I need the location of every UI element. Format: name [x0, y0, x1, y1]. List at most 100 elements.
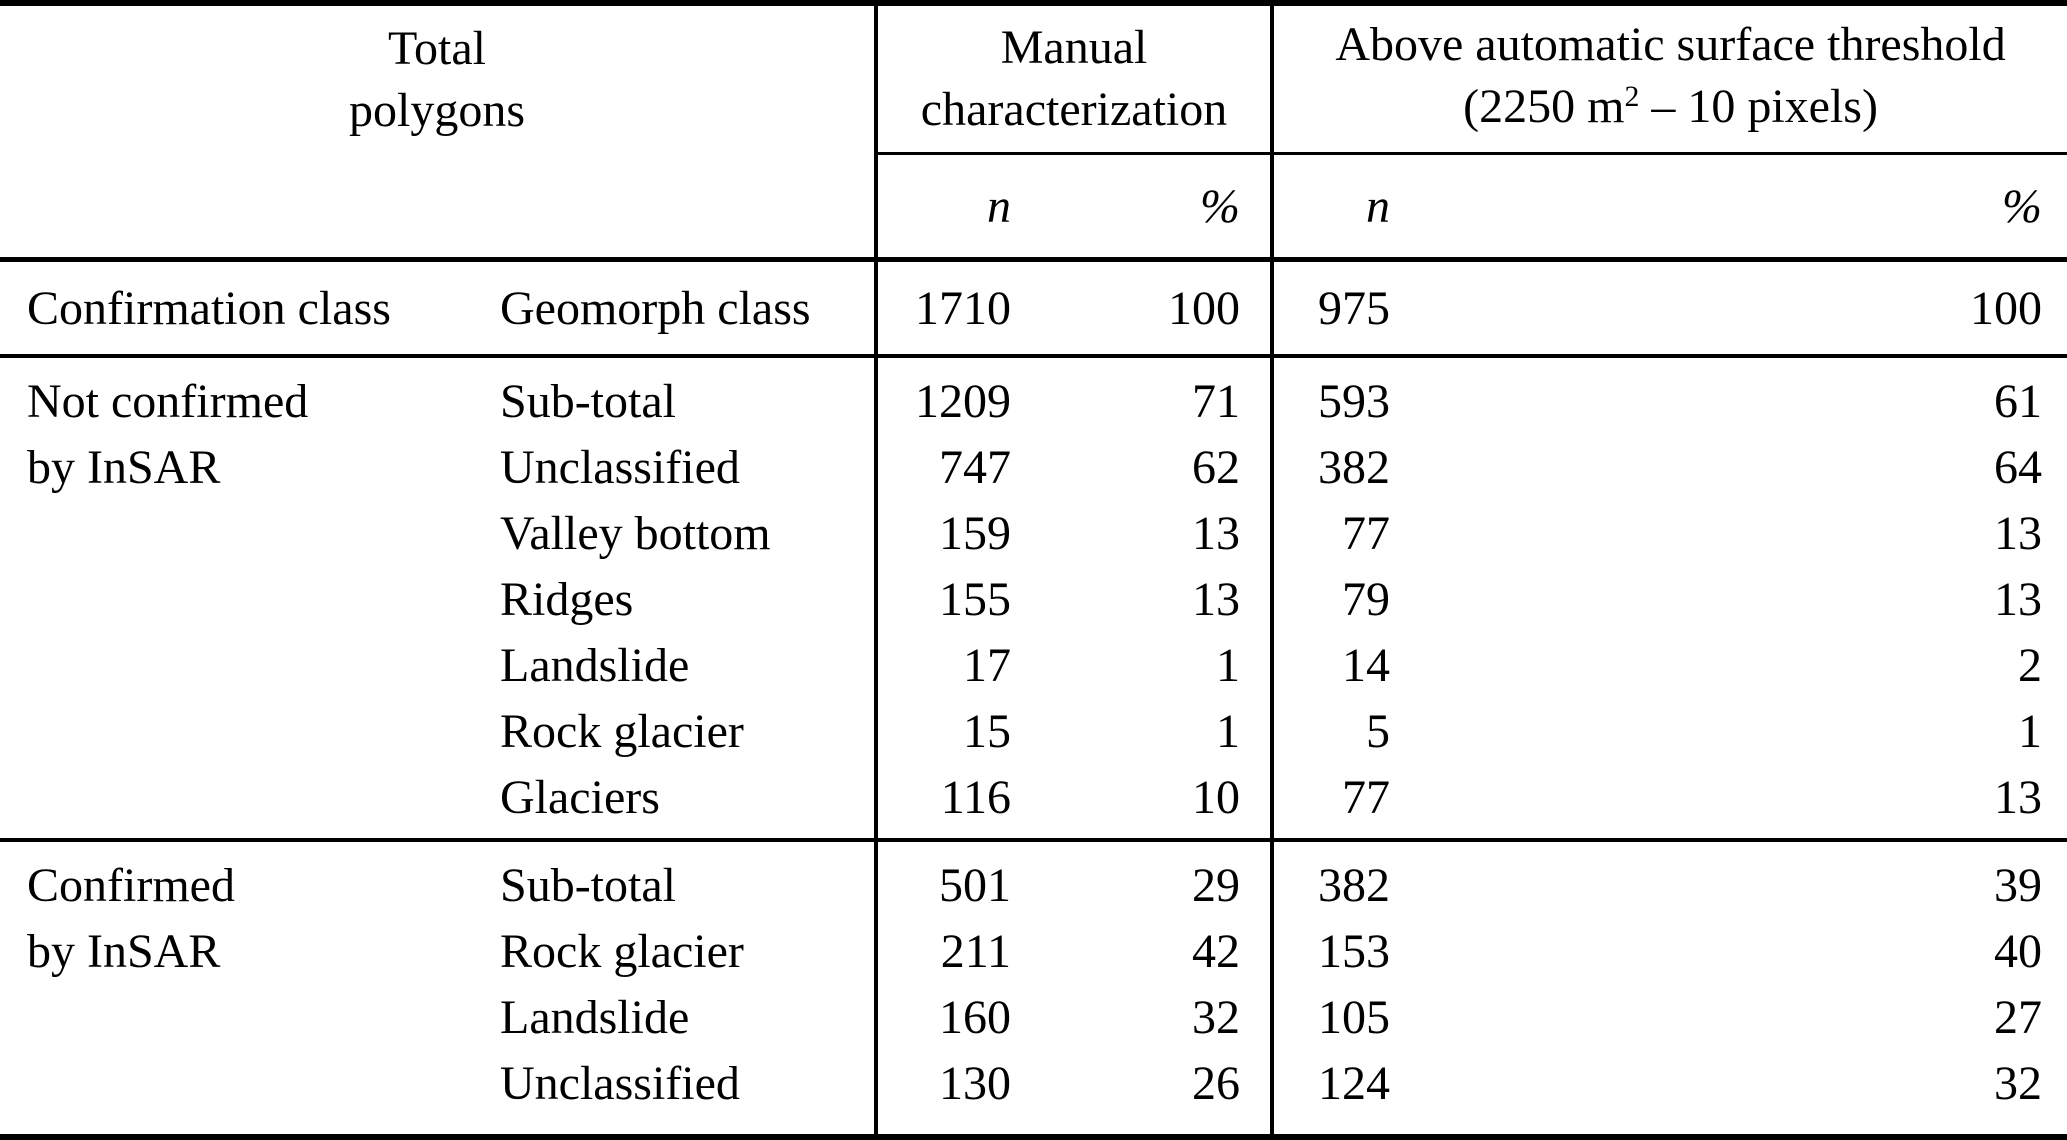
pct-auto-cell: 13 [1994, 506, 2043, 560]
spacer-cell [470, 153, 877, 262]
group-header-total-polygons: Total polygons [0, 3, 876, 154]
subheader-n-auto: n [1270, 153, 1421, 262]
subheader-pct-manual: % [1060, 153, 1273, 262]
group-header-line1: Total [388, 21, 486, 75]
geomorph-class-label: Geomorph class [470, 259, 877, 358]
n-auto-cell: 382 [1270, 434, 1421, 500]
table-row: n % n % [0, 153, 2067, 262]
geomorph-cell: Sub-total [500, 374, 676, 428]
n-auto-cell: 77 [1270, 764, 1421, 842]
group-header-line2: (2250 m2 – 10 pixels) [1276, 76, 2067, 144]
geomorph-cell: Glaciers [470, 764, 877, 842]
pct-auto-cell: 32 [1994, 1056, 2043, 1110]
table-row: by InSAR Unclassified 747 62 382 64 [0, 434, 2067, 500]
group-header-line1: Above automatic surface threshold [1335, 18, 2006, 71]
table-row: Glaciers 116 10 77 13 [0, 764, 2067, 842]
n-auto-cell: 105 [1270, 984, 1421, 1050]
n-manual-cell: 747 [874, 434, 1061, 500]
pct-manual-cell: 1 [1216, 638, 1241, 692]
pct-manual-cell: 71 [1192, 374, 1241, 428]
group-header-manual-characterization: Manual characterization [874, 3, 1273, 155]
spacer-cell [0, 698, 470, 764]
geomorph-cell: Landslide [500, 990, 690, 1044]
table-row: Rock glacier 15 1 5 1 [0, 698, 2067, 764]
pct-auto-cell: 64 [1994, 440, 2043, 494]
n-auto-cell: 77 [1270, 500, 1421, 566]
group-header-above-threshold: Above automatic surface threshold (2250 … [1270, 3, 2067, 155]
n-manual-cell: 155 [874, 566, 1061, 632]
spacer-cell [0, 764, 470, 842]
pct-manual-cell: 32 [1192, 990, 1241, 1044]
pct-auto-cell: 40 [1994, 924, 2043, 978]
section-label-line2: by InSAR [27, 924, 221, 978]
pct-manual-cell: 13 [1192, 572, 1241, 626]
pct-manual-cell: 26 [1192, 1056, 1241, 1110]
n-auto-cell: 382 [1270, 840, 1421, 918]
n-auto-cell: 975 [1270, 259, 1421, 358]
subheader-n-manual: n [874, 153, 1061, 262]
superscript-two: 2 [1624, 79, 1640, 113]
section-label-line1: Confirmed [27, 858, 235, 912]
spacer-cell [0, 153, 470, 262]
n-manual-cell: 159 [874, 500, 1061, 566]
geomorph-cell: Valley bottom [500, 506, 771, 560]
n-auto-cell: 593 [1270, 356, 1421, 434]
pct-auto-cell: 61 [1994, 374, 2043, 428]
pct-auto-cell: 39 [1994, 858, 2043, 912]
pct-auto-cell: 13 [1420, 764, 2067, 842]
pct-manual-cell: 42 [1192, 924, 1241, 978]
n-manual-cell: 160 [874, 984, 1061, 1050]
geomorph-cell: Rock glacier [500, 704, 744, 758]
table-row: by InSAR Rock glacier 211 42 153 40 [0, 918, 2067, 984]
n-auto-cell: 79 [1270, 566, 1421, 632]
threshold-text-post: – 10 pixels) [1639, 80, 1878, 133]
pct-auto-cell: 100 [1420, 259, 2067, 358]
n-manual-cell: 1710 [874, 259, 1061, 358]
confirmation-class-label: Confirmation class [0, 259, 470, 358]
section-label-line1: Not confirmed [27, 374, 309, 428]
table-row: Landslide 160 32 105 27 [0, 984, 2067, 1050]
group-header-line2: polygons [349, 83, 526, 137]
pct-manual-cell: 62 [1192, 440, 1241, 494]
pct-manual-cell: 100 [1060, 259, 1273, 358]
pct-manual-cell: 1 [1216, 704, 1241, 758]
pct-manual-cell: 29 [1192, 858, 1241, 912]
n-manual-cell: 1209 [874, 356, 1061, 434]
pct-auto-cell: 27 [1994, 990, 2043, 1044]
group-header-line2: characterization [920, 83, 1228, 136]
table-row: Confirmed Sub-total 501 29 382 39 [0, 840, 2067, 918]
group-header-line1: Manual [1000, 21, 1148, 74]
pct-auto-cell: 13 [1994, 572, 2043, 626]
pct-auto-cell: 2 [2018, 638, 2043, 692]
table-row: Unclassified 130 26 124 32 [0, 1050, 2067, 1137]
table-row: Valley bottom 159 13 77 13 [0, 500, 2067, 566]
table-row: Landslide 17 1 14 2 [0, 632, 2067, 698]
n-manual-cell: 130 [874, 1050, 1061, 1137]
section-label-line2: by InSAR [27, 440, 221, 494]
spacer-cell [0, 632, 470, 698]
pct-manual-cell: 13 [1192, 506, 1241, 560]
n-auto-cell: 14 [1270, 632, 1421, 698]
spacer-cell [0, 566, 470, 632]
n-manual-cell: 501 [874, 840, 1061, 918]
n-manual-cell: 211 [874, 918, 1061, 984]
pct-manual-cell: 10 [1060, 764, 1273, 842]
geomorph-cell: Ridges [500, 572, 634, 626]
n-auto-cell: 124 [1270, 1050, 1421, 1137]
threshold-text-pre: (2250 m [1463, 80, 1625, 133]
geomorph-cell: Rock glacier [500, 924, 744, 978]
n-auto-cell: 153 [1270, 918, 1421, 984]
table-row: Confirmation class Geomorph class 1710 1… [0, 259, 2067, 358]
n-manual-cell: 15 [874, 698, 1061, 764]
spacer-cell [0, 984, 470, 1050]
spacer-cell [0, 1050, 470, 1137]
geomorph-cell: Landslide [500, 638, 690, 692]
pct-auto-cell: 1 [2018, 704, 2043, 758]
table-row: Total polygons Manual characterization A… [0, 3, 2067, 155]
spacer-cell [0, 500, 470, 566]
geomorph-cell: Sub-total [500, 858, 676, 912]
n-manual-cell: 116 [874, 764, 1061, 842]
n-auto-cell: 5 [1270, 698, 1421, 764]
geomorph-cell: Unclassified [500, 1056, 740, 1110]
